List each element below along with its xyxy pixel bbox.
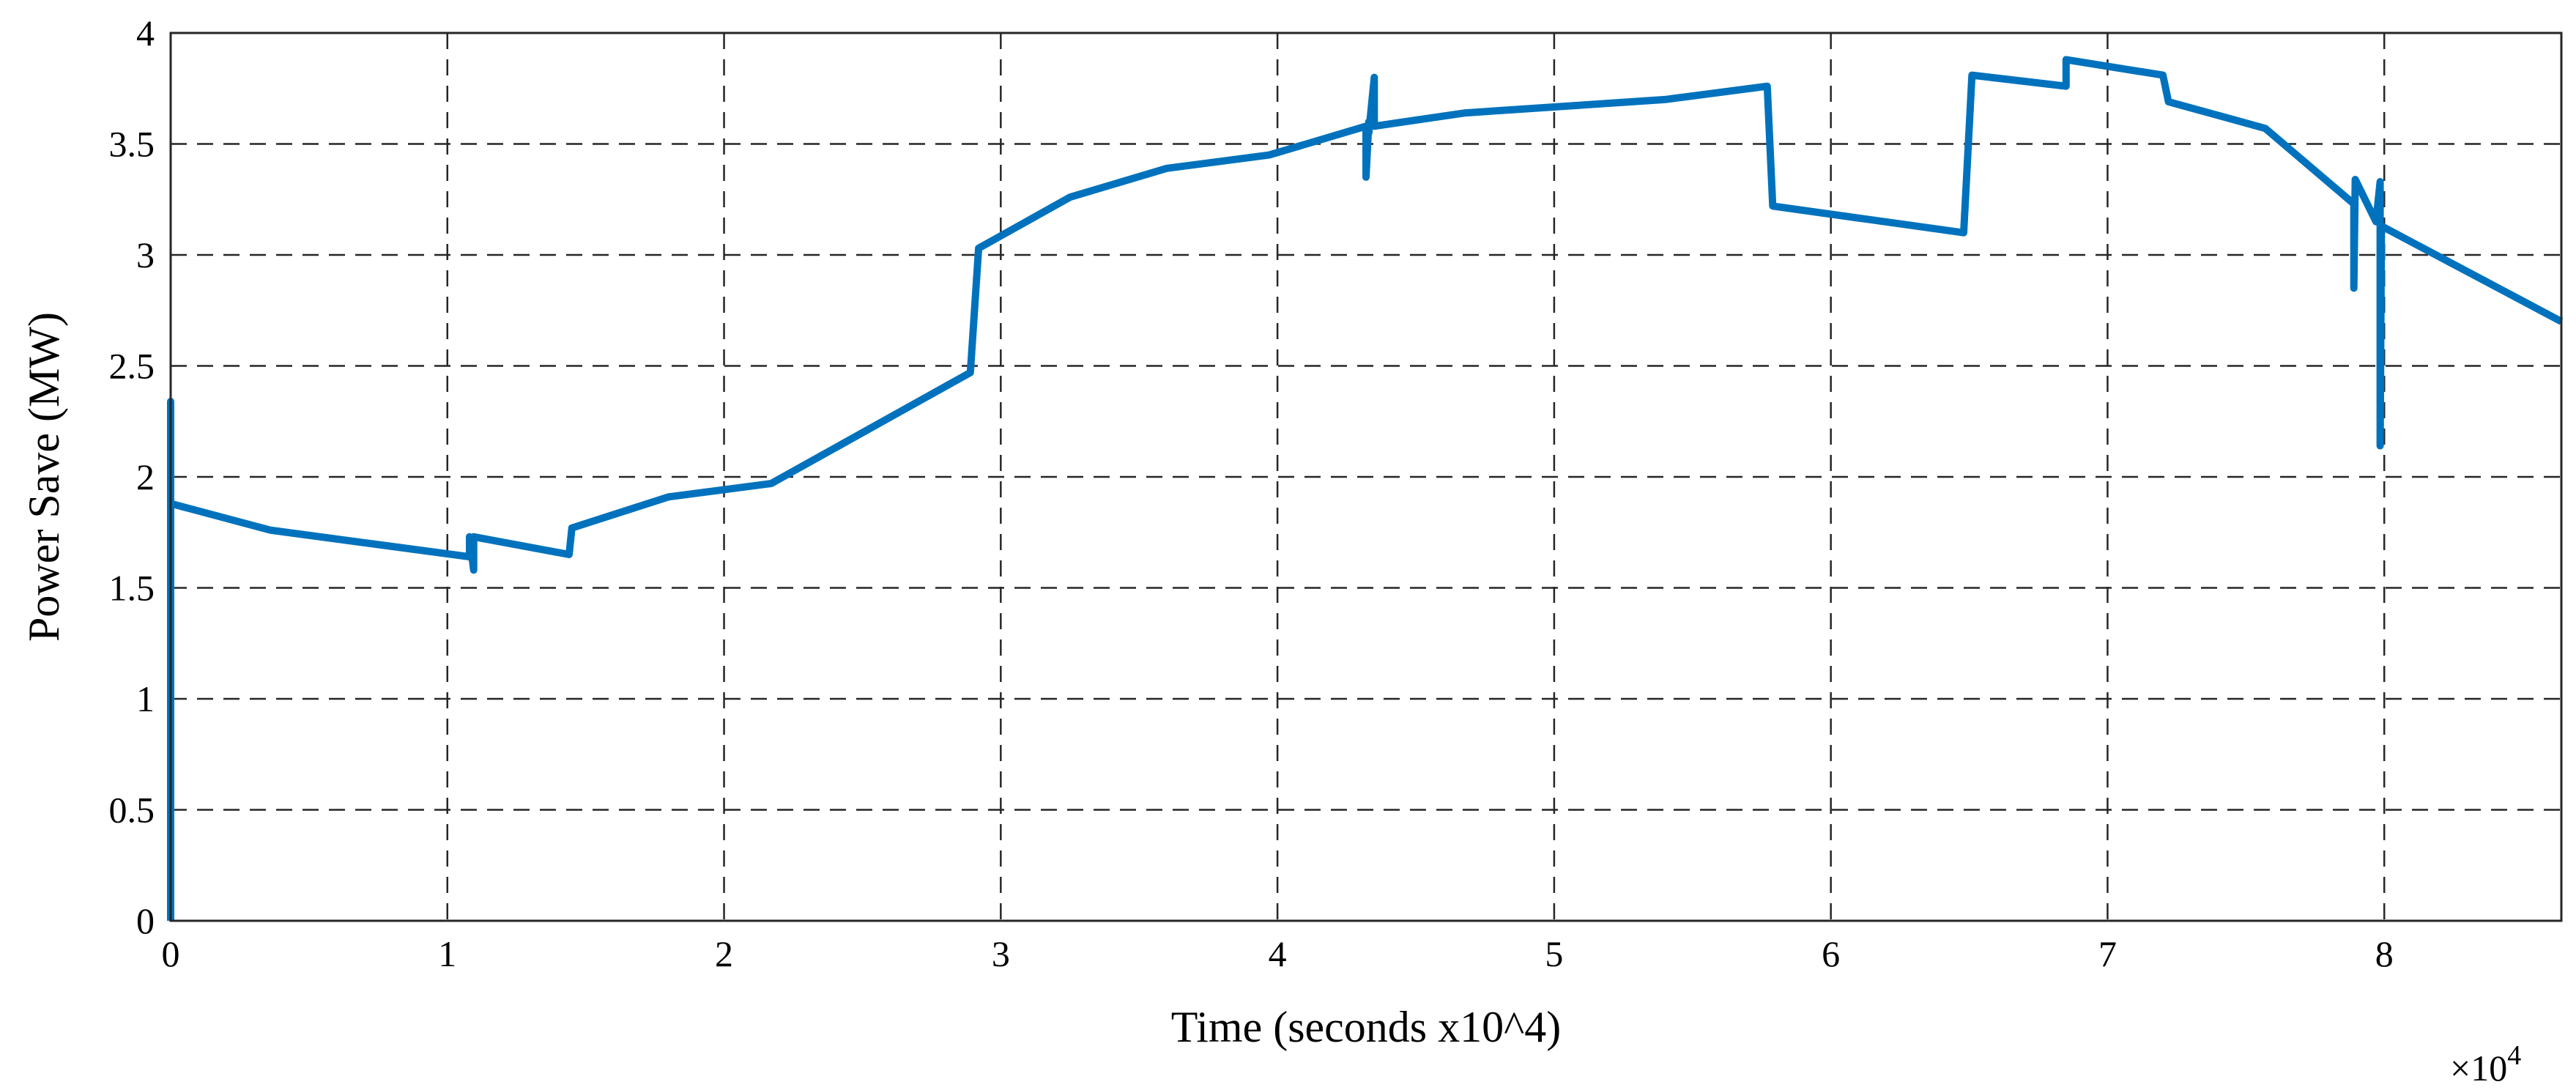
y-tick-label: 1: [136, 678, 155, 719]
x-tick-label: 2: [715, 933, 733, 974]
y-tick-label: 3: [136, 234, 155, 275]
y-tick-label: 3.5: [109, 124, 155, 165]
y-axis-label: Power Save (MW): [20, 312, 68, 642]
x-tick-label: 6: [1822, 933, 1840, 974]
grid-lines: [171, 33, 2561, 921]
x-exponent-base: ×10: [2450, 1048, 2507, 1089]
x-exponent-label: ×104: [2450, 1040, 2521, 1089]
tick-labels: 0 1 2 3 4 5 6 7 8 0 0.5 1 1.5 2 2.5 3 3.5 4: [109, 12, 2394, 974]
y-tick-label: 4: [136, 12, 155, 53]
x-tick-label: 1: [438, 933, 456, 974]
y-tick-label: 2.5: [109, 346, 155, 387]
y-tick-label: 0: [136, 900, 155, 941]
y-tick-label: 0.5: [109, 790, 155, 831]
x-tick-label: 0: [162, 933, 180, 974]
x-tick-label: 8: [2375, 933, 2394, 974]
axes-frame: [169, 31, 2563, 922]
y-tick-label: 1.5: [109, 568, 155, 609]
x-exponent-power: 4: [2507, 1040, 2521, 1071]
x-tick-label: 3: [992, 933, 1010, 974]
y-tick-label: 2: [136, 456, 155, 497]
x-axis-label: Time (seconds x10^4): [1171, 1003, 1562, 1051]
x-tick-label: 4: [1269, 933, 1287, 974]
series-line: [167, 56, 2564, 921]
x-tick-label: 5: [1545, 933, 1563, 974]
series-group: [167, 56, 2564, 921]
x-tick-label: 7: [2098, 933, 2117, 974]
